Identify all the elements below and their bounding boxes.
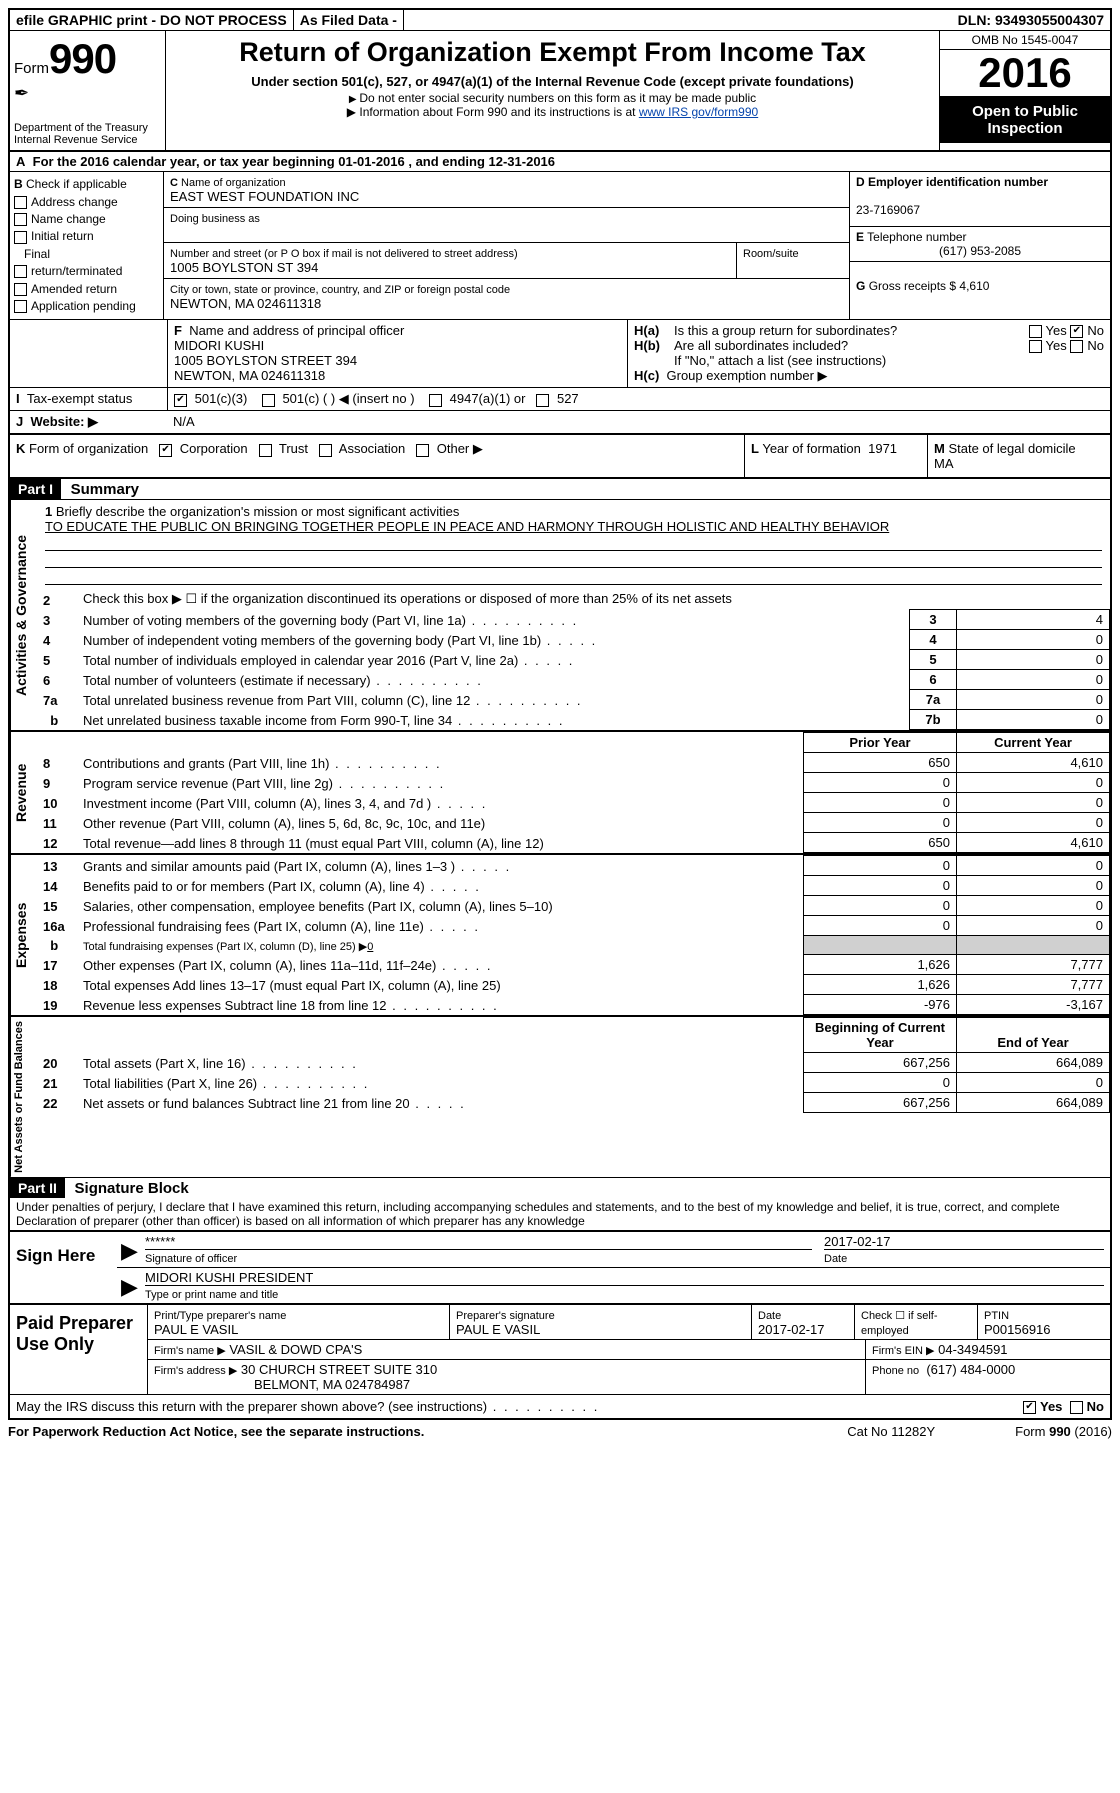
row-j: J Website: ▶ N/A — [10, 411, 1110, 435]
note-info: ▶ Information about Form 990 and its ins… — [174, 105, 931, 119]
sign-here-block: Sign Here ▶ ****** Signature of officer … — [10, 1230, 1110, 1303]
mission-text: TO EDUCATE THE PUBLIC ON BRINGING TOGETH… — [45, 519, 889, 534]
form-header: Form990 ✒ Department of the Treasury Int… — [10, 31, 1110, 152]
form-subtitle: Under section 501(c), 527, or 4947(a)(1)… — [174, 74, 931, 89]
note-ssn: Do not enter social security numbers on … — [174, 91, 931, 105]
top-bar: efile GRAPHIC print - DO NOT PROCESS As … — [10, 10, 1110, 31]
dept-treasury: Department of the Treasury — [14, 122, 159, 134]
tax-year: 2016 — [940, 50, 1110, 97]
section-fh: F Name and address of principal officer … — [10, 320, 1110, 388]
org-city: NEWTON, MA 024611318 — [170, 296, 321, 311]
part2-header: Part II Signature Block — [10, 1177, 1110, 1198]
box-h: H(a)Is this a group return for subordina… — [628, 320, 1110, 387]
section-activities-governance: Activities & Governance 1 Briefly descri… — [10, 499, 1110, 732]
paid-preparer-label: Paid Preparer Use Only — [10, 1305, 147, 1394]
discuss-row: May the IRS discuss this return with the… — [10, 1394, 1110, 1418]
section-expenses: Expenses 13Grants and similar amounts pa… — [10, 855, 1110, 1017]
ein: 23-7169067 — [856, 203, 920, 217]
paid-preparer-block: Paid Preparer Use Only Print/Type prepar… — [10, 1303, 1110, 1394]
page-footer: For Paperwork Reduction Act Notice, see … — [8, 1420, 1112, 1443]
form-number: Form990 — [14, 35, 159, 83]
side-label-rev: Revenue — [10, 732, 37, 853]
side-label-exp: Expenses — [10, 855, 37, 1015]
form-container: efile GRAPHIC print - DO NOT PROCESS As … — [8, 8, 1112, 1420]
header-left: Form990 ✒ Department of the Treasury Int… — [10, 31, 166, 150]
perjury-statement: Under penalties of perjury, I declare th… — [10, 1198, 1110, 1230]
box-f: F Name and address of principal officer … — [168, 320, 628, 387]
form-990: 990 — [49, 35, 116, 82]
org-name: EAST WEST FOUNDATION INC — [170, 189, 359, 204]
phone: (617) 953-2085 — [856, 244, 1104, 258]
section-bcd: B Check if applicable Address change Nam… — [10, 172, 1110, 320]
omb-number: OMB No 1545-0047 — [940, 31, 1110, 50]
footer-left: For Paperwork Reduction Act Notice, see … — [8, 1424, 424, 1439]
side-label-na: Net Assets or Fund Balances — [10, 1017, 37, 1177]
irs-link[interactable]: www IRS gov/form990 — [639, 105, 758, 119]
gross-receipts: 4,610 — [959, 279, 989, 293]
row-klm: K Form of organization ✔ Corporation Tru… — [10, 435, 1110, 479]
footer-right: Form 990 (2016) — [1015, 1424, 1112, 1439]
website: N/A — [167, 411, 1110, 433]
box-deg: D Employer identification number 23-7169… — [850, 172, 1110, 319]
box-b: B Check if applicable Address change Nam… — [10, 172, 164, 319]
row-a: A For the 2016 calendar year, or tax yea… — [10, 152, 1110, 172]
sign-here-label: Sign Here — [10, 1232, 117, 1303]
org-street: 1005 BOYLSTON ST 394 — [170, 260, 318, 275]
form-title: Return of Organization Exempt From Incom… — [174, 37, 931, 68]
efile-notice: efile GRAPHIC print - DO NOT PROCESS — [10, 10, 294, 30]
side-label-ag: Activities & Governance — [10, 500, 37, 730]
footer-mid: Cat No 11282Y — [847, 1424, 935, 1439]
form-prefix: Form — [14, 60, 49, 77]
officer-name: MIDORI KUSHI — [174, 338, 264, 353]
asfiled-label: As Filed Data - — [294, 10, 404, 30]
dept-irs: Internal Revenue Service — [14, 134, 159, 146]
sign-date: 2017-02-17 — [824, 1234, 891, 1249]
dln: DLN: 93493055004307 — [952, 10, 1110, 30]
header-middle: Return of Organization Exempt From Incom… — [166, 31, 940, 150]
box-c: C Name of organization EAST WEST FOUNDAT… — [164, 172, 850, 319]
section-netassets: Net Assets or Fund Balances Beginning of… — [10, 1017, 1110, 1177]
part1-header: Part I Summary — [10, 479, 1110, 499]
officer-name-title: MIDORI KUSHI PRESIDENT — [145, 1270, 313, 1285]
row-i: I Tax-exempt status ✔ 501(c)(3) 501(c) (… — [10, 388, 1110, 411]
open-inspection: Open to Public Inspection — [940, 97, 1110, 143]
section-revenue: Revenue Prior YearCurrent Year 8Contribu… — [10, 732, 1110, 855]
header-right: OMB No 1545-0047 2016 Open to Public Ins… — [940, 31, 1110, 150]
